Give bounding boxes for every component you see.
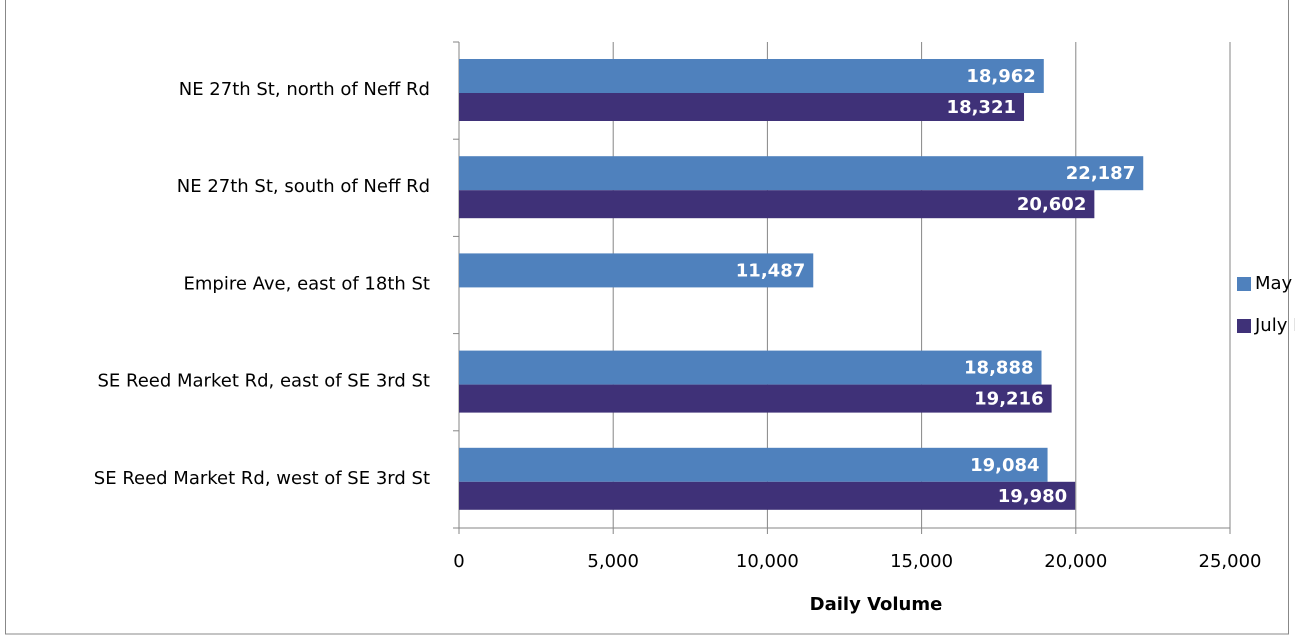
- y-tick-label: NE 27th St, south of Neff Rd: [177, 176, 430, 197]
- bar: [459, 253, 814, 288]
- data-label: 22,187: [1066, 163, 1135, 184]
- legend-label: May Data: [1255, 273, 1295, 294]
- data-label: 19,084: [970, 455, 1039, 476]
- data-label: 18,888: [964, 358, 1033, 379]
- x-tick-label: 20,000: [1044, 551, 1107, 572]
- y-tick-label: Empire Ave, east of 18th St: [184, 273, 430, 294]
- data-label: 20,602: [1017, 194, 1086, 215]
- bar: [459, 447, 1048, 482]
- x-tick-label: 25,000: [1199, 551, 1262, 572]
- data-label: 18,962: [966, 66, 1035, 87]
- bar: [459, 59, 1044, 93]
- x-axis-label: Daily Volume: [810, 594, 943, 615]
- data-label: 18,321: [947, 97, 1016, 118]
- bar: [459, 190, 1095, 219]
- legend-swatch: [1237, 277, 1251, 291]
- bar: [459, 384, 1052, 413]
- legend-label: July Data: [1254, 315, 1295, 336]
- data-label: 19,216: [974, 389, 1043, 410]
- x-tick-label: 0: [453, 551, 464, 572]
- data-label: 11,487: [736, 260, 805, 281]
- y-tick-label: SE Reed Market Rd, east of SE 3rd St: [97, 371, 430, 392]
- y-tick-label: NE 27th St, north of Neff Rd: [179, 79, 430, 100]
- x-tick-label: 5,000: [587, 551, 639, 572]
- legend-swatch: [1237, 319, 1251, 333]
- y-tick-label: SE Reed Market Rd, west of SE 3rd St: [94, 468, 430, 489]
- x-tick-label: 15,000: [890, 551, 953, 572]
- bar: [459, 350, 1042, 385]
- bar: [459, 481, 1076, 510]
- bar: [459, 156, 1144, 191]
- x-tick-label: 10,000: [736, 551, 799, 572]
- bar: [459, 93, 1025, 121]
- data-label: 19,980: [998, 486, 1067, 507]
